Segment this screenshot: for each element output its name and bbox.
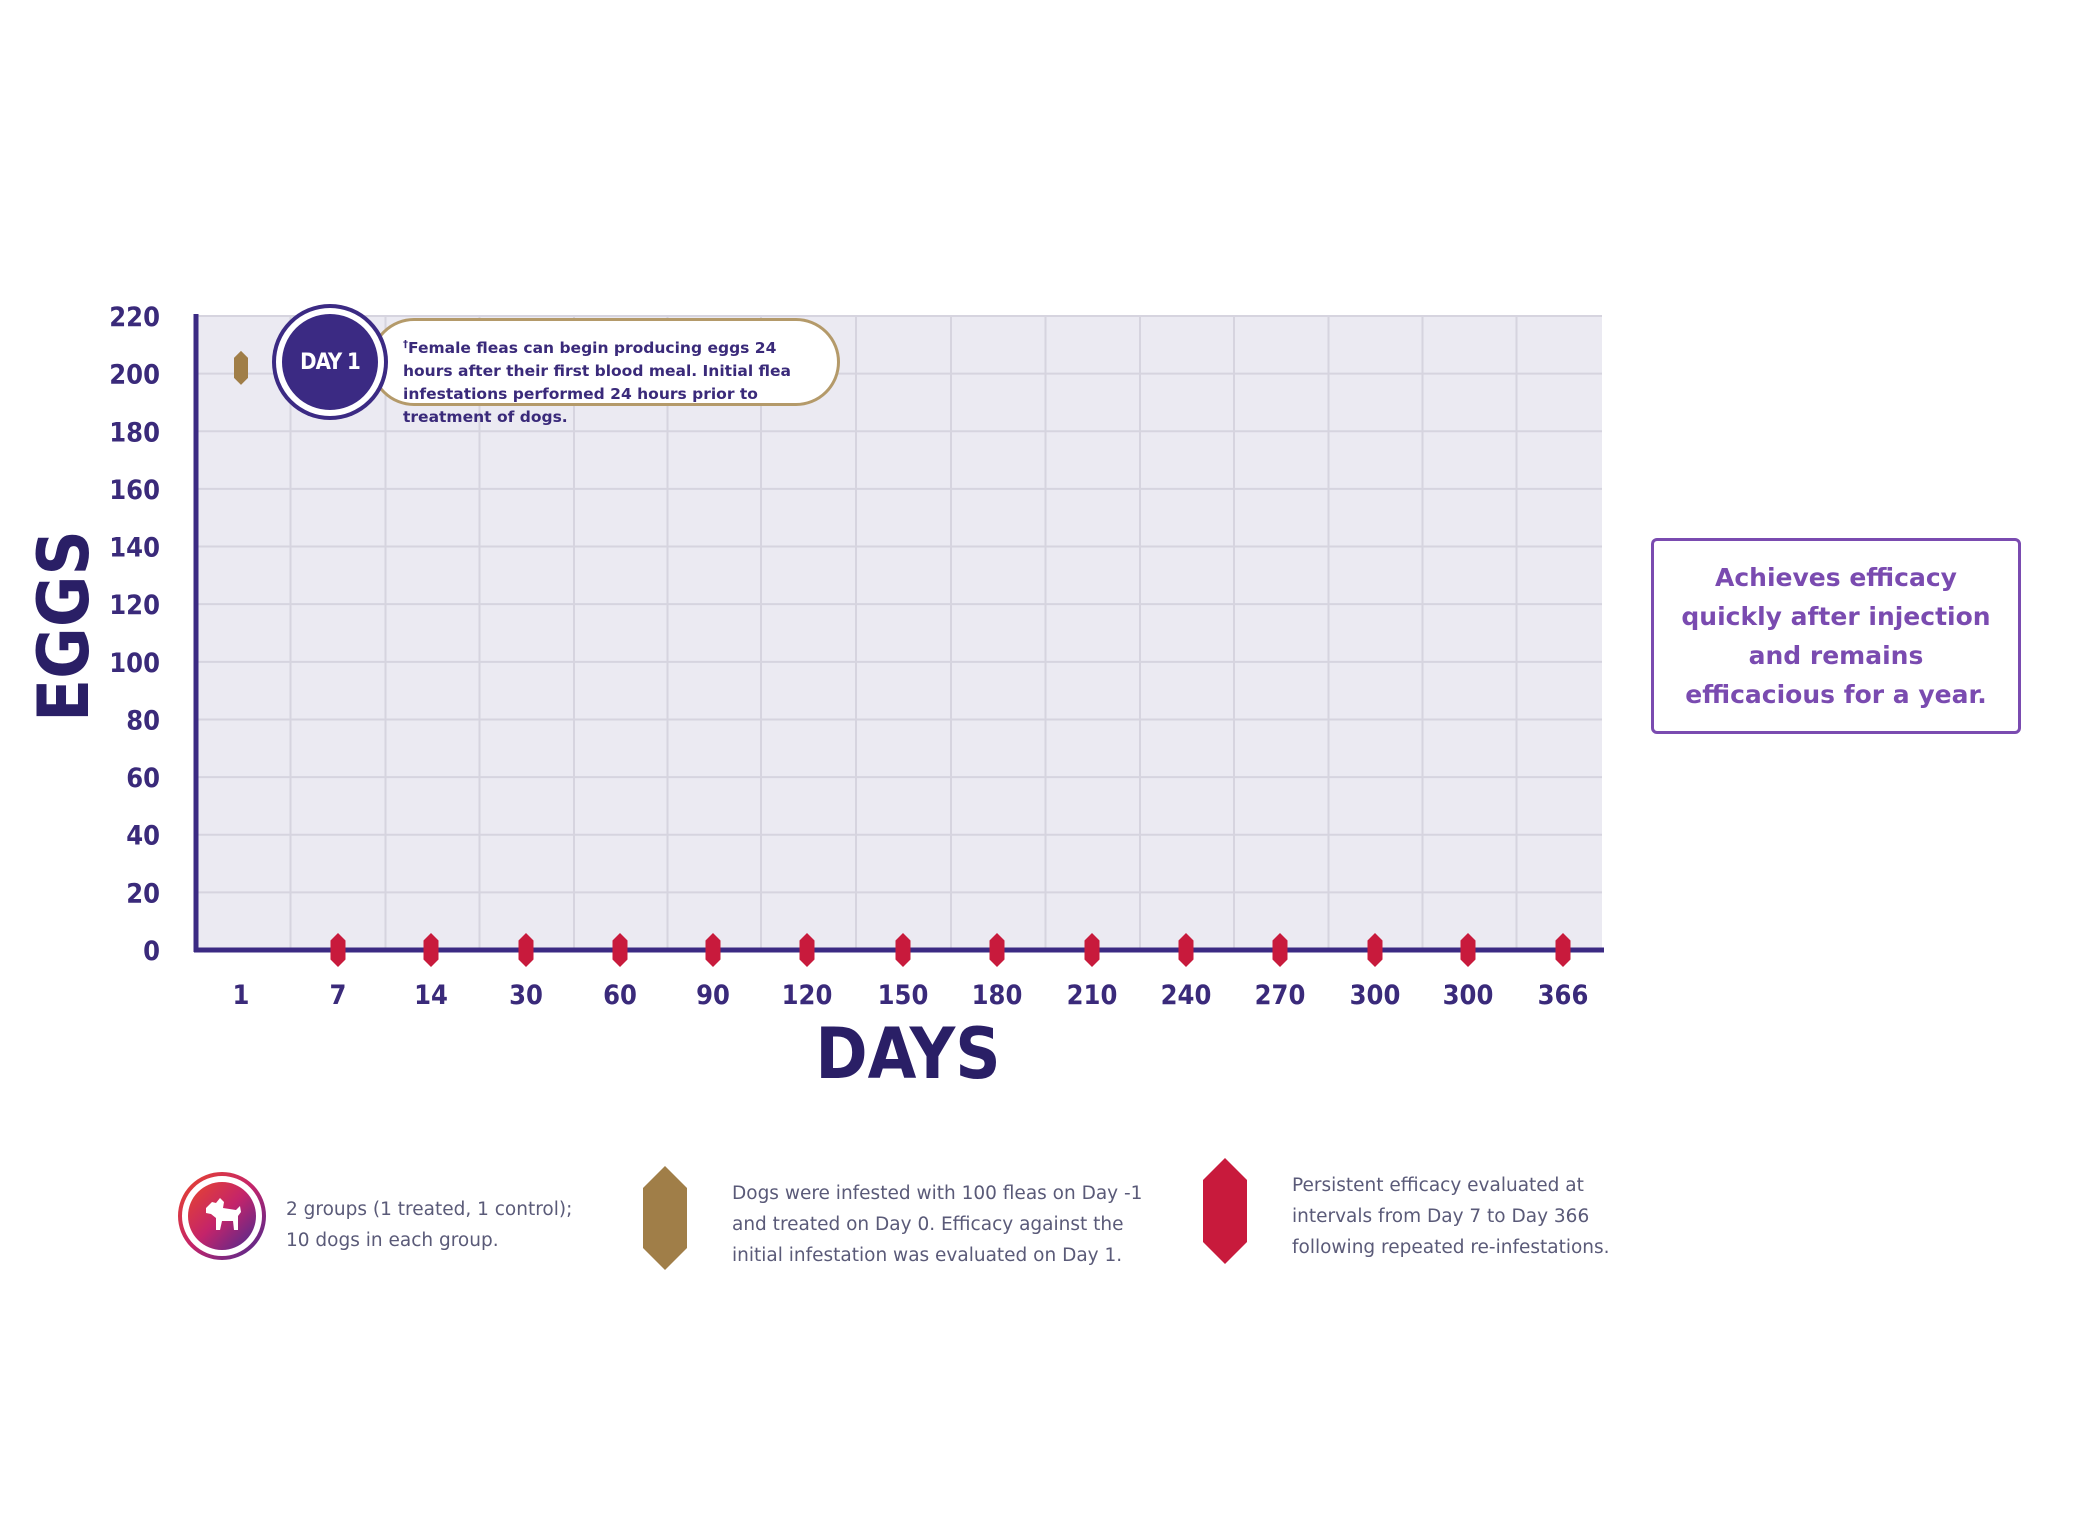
day-1-badge-label: DAY 1: [300, 349, 361, 375]
x-tick-label: 300: [1350, 980, 1401, 1011]
data-point-day-7: [330, 933, 346, 967]
x-tick-label: 300: [1443, 980, 1494, 1011]
dog-icon: [178, 1172, 266, 1260]
x-tick-label: 7: [330, 980, 347, 1011]
x-tick-label: 180: [972, 980, 1023, 1011]
brown-hexagon-icon: [643, 1166, 687, 1270]
day-1-badge: DAY 1: [276, 308, 384, 416]
data-point-day-30: [518, 933, 534, 967]
data-point-day-300: [1460, 933, 1476, 967]
x-tick-label: 150: [878, 980, 929, 1011]
y-tick-label: 100: [109, 648, 160, 679]
x-tick-label: 366: [1538, 980, 1589, 1011]
y-tick-label: 60: [126, 763, 160, 794]
efficacy-note-text: Achieves efficacy quickly after injectio…: [1681, 563, 1991, 709]
callout-text: †Female fleas can begin producing eggs 2…: [403, 333, 823, 429]
plot-area: [196, 316, 1602, 952]
red-hexagon-icon: [1203, 1158, 1247, 1264]
y-tick-label: 120: [109, 590, 160, 621]
legend-text-initial-infestation: Dogs were infested with 100 fleas on Day…: [732, 1183, 1143, 1266]
x-tick-label: 240: [1161, 980, 1212, 1011]
data-point-day-240: [1178, 933, 1194, 967]
data-point-day-120: [799, 933, 815, 967]
y-tick-label: 80: [126, 705, 160, 736]
legend-text-persistent-efficacy: Persistent efficacy evaluated at interva…: [1292, 1175, 1610, 1258]
data-markers: [234, 350, 1571, 967]
data-point-day-180: [989, 933, 1005, 967]
x-tick-label: 270: [1255, 980, 1306, 1011]
data-point-day-14: [423, 933, 439, 967]
data-point-day-366: [1555, 933, 1571, 967]
data-point-day-150: [895, 933, 911, 967]
data-point-day-210: [1084, 933, 1100, 967]
x-tick-label: 60: [603, 980, 637, 1011]
y-tick-label: 20: [126, 878, 160, 909]
efficacy-note-box: Achieves efficacy quickly after injectio…: [1651, 538, 2021, 734]
x-tick-labels: 1 7 14 30 60 90 120 150 180 210 240 270 300 300 366: [233, 980, 1589, 1011]
x-tick-label: 90: [696, 980, 730, 1011]
dagger-mark: †: [403, 339, 408, 350]
y-tick-label: 0: [143, 936, 160, 967]
x-tick-label: 1: [233, 980, 250, 1011]
callout-body: Female fleas can begin producing eggs 24…: [403, 339, 792, 427]
y-tick-label: 160: [109, 475, 160, 506]
y-tick-label: 220: [109, 302, 160, 333]
y-axis-title: EGGS: [23, 530, 105, 722]
data-point-day-1: [234, 350, 248, 385]
y-tick-label: 180: [109, 417, 160, 448]
y-tick-label: 40: [126, 821, 160, 852]
y-tick-labels: 0 20 40 60 80 100 120 140 160 180 200 220: [109, 302, 160, 967]
y-tick-label: 200: [109, 360, 160, 391]
grid-lines: [196, 315, 1602, 950]
legend-text-groups: 2 groups (1 treated, 1 control); 10 dogs…: [286, 1199, 573, 1251]
data-point-day-300: [1367, 933, 1383, 967]
data-point-day-270: [1272, 933, 1288, 967]
x-tick-label: 210: [1067, 980, 1118, 1011]
data-point-day-60: [612, 933, 628, 967]
x-tick-label: 14: [414, 980, 448, 1011]
data-point-day-90: [705, 933, 721, 967]
day-1-callout: †Female fleas can begin producing eggs 2…: [370, 318, 840, 426]
x-axis-title: DAYS: [815, 1013, 1000, 1095]
x-tick-label: 30: [509, 980, 543, 1011]
y-tick-label: 140: [109, 533, 160, 564]
x-tick-label: 120: [782, 980, 833, 1011]
